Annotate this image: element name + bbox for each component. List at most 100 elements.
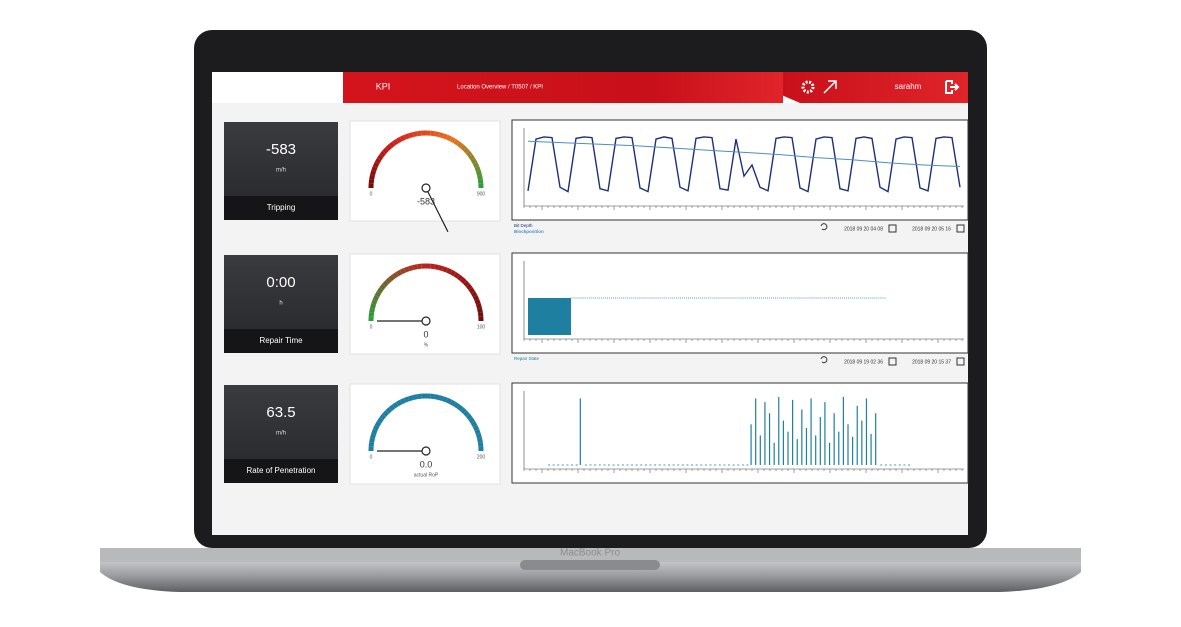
gauge-arc <box>374 420 382 428</box>
breadcrumb[interactable]: Location Overview / T0507 / KPI <box>457 85 543 91</box>
gauge-min: 0 <box>370 454 373 460</box>
gauge-arc <box>474 165 481 172</box>
calendar-icon[interactable] <box>956 357 965 366</box>
bar <box>546 298 553 335</box>
gauge-arc <box>374 157 382 165</box>
gauge-arc <box>417 263 422 270</box>
gauge-arc <box>475 170 482 176</box>
gauge-max: 900 <box>477 191 486 197</box>
laptop-hinge <box>100 548 1081 562</box>
kpi-value: 63.5 <box>266 404 295 421</box>
gauge-arc <box>382 280 389 287</box>
gauge-arc <box>370 170 377 176</box>
gauge-arc <box>449 136 457 144</box>
gauge-arc <box>371 428 378 435</box>
gauge-arc <box>399 134 406 142</box>
gauge-arc <box>470 157 478 165</box>
laptop-base <box>100 560 1081 592</box>
logout-icon[interactable] <box>945 80 960 94</box>
header-title[interactable]: KPI <box>376 81 391 91</box>
bar <box>528 298 535 335</box>
kpi-unit: h <box>279 301 282 307</box>
legend-entry: Bit Depth <box>514 223 533 228</box>
refresh-icon[interactable] <box>820 356 828 364</box>
gauge-card <box>349 253 501 355</box>
gauge-arc <box>472 161 480 168</box>
gauge-arc <box>382 410 389 417</box>
gauge-arc <box>403 266 410 273</box>
gauge-arc <box>477 437 483 443</box>
gauge-arc <box>374 290 382 298</box>
gauge-arc <box>408 132 414 139</box>
gauge-arc <box>453 138 460 146</box>
gauge-arc <box>474 428 481 435</box>
kpi-unit: m/h <box>276 431 286 437</box>
gauge-arc <box>446 267 453 275</box>
kpi-tile-footer <box>224 459 338 483</box>
gauge-arc <box>412 394 418 400</box>
gauge-arc <box>470 420 478 428</box>
gauge-value: 0.0 <box>420 459 433 469</box>
calendar-icon[interactable] <box>888 224 897 233</box>
gauge-arc <box>369 307 375 313</box>
gauge-arc <box>430 130 435 137</box>
date-range: 2018 09 20 04 08 <box>844 226 883 232</box>
gauge-arc <box>460 144 467 151</box>
gauge-arc <box>474 298 481 305</box>
gauge-arc <box>430 263 435 270</box>
legend-entry: Repair State <box>514 356 540 361</box>
gauge-arc <box>465 413 473 421</box>
gauge-arc <box>370 433 377 439</box>
kpi-value: -583 <box>266 141 296 158</box>
gauge-arc <box>369 437 375 443</box>
kpi-label: Rate of Penetration <box>247 466 316 475</box>
gauge-arc <box>468 287 476 294</box>
gauge-hub <box>421 316 431 326</box>
gauge-arc <box>438 132 444 139</box>
gauge-arc <box>472 424 480 431</box>
bar <box>540 298 547 335</box>
gauge-arc <box>446 134 453 142</box>
gauge-arc <box>463 410 470 417</box>
gauge-arc <box>442 396 449 403</box>
gauge-arc <box>368 442 375 447</box>
gauge-arc <box>468 417 476 424</box>
laptop-notch <box>520 560 660 570</box>
gauge-arc <box>456 141 464 149</box>
legend-entry: Blockposition <box>514 229 544 234</box>
gauge-hub <box>421 183 431 193</box>
gauge-arc <box>385 144 392 151</box>
kpi-unit: m/h <box>276 168 286 174</box>
gauge-value: -583 <box>417 196 435 206</box>
gauge-arc <box>408 265 414 272</box>
gauge-arc <box>388 404 396 412</box>
collapse-icon[interactable] <box>823 80 837 94</box>
gauge-arc <box>392 401 399 409</box>
kpi-value: 0:00 <box>266 274 295 291</box>
gauge-arc <box>456 404 464 412</box>
gauge-arc <box>370 303 377 309</box>
gauge-arc <box>442 133 449 140</box>
gauge-min: 0 <box>370 191 373 197</box>
settings-icon[interactable] <box>801 80 815 94</box>
gauge-arc <box>475 303 482 309</box>
user-name[interactable]: sarahm <box>895 82 922 91</box>
gauge-arc <box>376 417 384 424</box>
calendar-icon[interactable] <box>888 357 897 366</box>
chart-frame <box>511 382 969 484</box>
gauge-arc <box>399 397 406 405</box>
gauge-arc <box>372 424 380 431</box>
kpi-tile-footer <box>224 329 338 353</box>
gauge-arc <box>438 395 444 402</box>
bar <box>564 298 572 335</box>
gauge-arc <box>449 269 457 277</box>
gauge-arc <box>477 307 483 313</box>
gauge-arc <box>385 277 392 284</box>
gauge-arc <box>379 150 387 158</box>
refresh-icon[interactable] <box>820 223 828 231</box>
calendar-icon[interactable] <box>956 224 965 233</box>
header-bar-left <box>343 72 783 103</box>
kpi-label: Repair Time <box>259 336 303 345</box>
gauge-arc <box>412 264 418 270</box>
gauge-arc <box>434 394 440 400</box>
